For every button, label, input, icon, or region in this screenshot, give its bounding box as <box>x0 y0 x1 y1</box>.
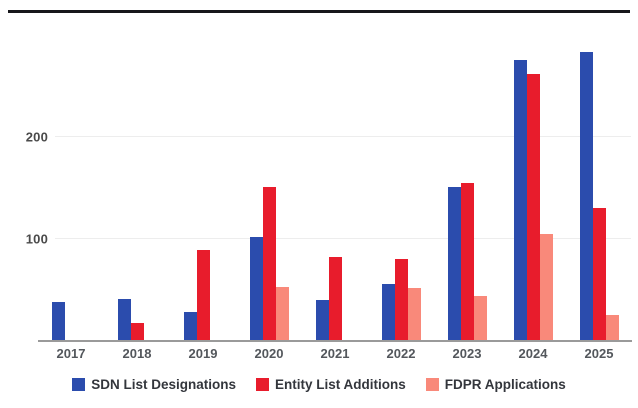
x-tick-label: 2017 <box>56 346 86 361</box>
legend-label: Entity List Additions <box>275 377 406 392</box>
y-axis-labels: 100 200 <box>8 36 48 340</box>
bar-group-2020 <box>236 36 302 340</box>
bar <box>117 299 131 340</box>
bar <box>51 301 65 340</box>
x-axis-labels: 2017 2018 2019 2020 2021 2022 2023 2024 2025 <box>38 346 632 361</box>
x-tick-label: 2021 <box>320 346 350 361</box>
x-tick-label: 2020 <box>254 346 284 361</box>
bar <box>275 287 289 340</box>
bar-group-2022 <box>368 36 434 340</box>
legend-item: SDN List Designations <box>72 377 236 392</box>
bar <box>407 288 421 340</box>
bar-group-2017 <box>38 36 104 340</box>
bar <box>394 258 408 340</box>
bar <box>526 73 540 340</box>
bar <box>579 52 593 340</box>
bar <box>381 284 395 340</box>
x-axis-line <box>38 340 632 342</box>
legend-swatch-icon <box>256 378 269 391</box>
legend-item: FDPR Applications <box>425 377 566 392</box>
bar-group-2019 <box>170 36 236 340</box>
plot-area <box>38 36 632 342</box>
bar <box>592 208 606 340</box>
bar <box>328 256 342 340</box>
bar-group-2023 <box>434 36 500 340</box>
bar-group-2024 <box>500 36 566 340</box>
x-tick-label: 2025 <box>584 346 614 361</box>
x-tick-label: 2019 <box>188 346 218 361</box>
bar <box>539 233 553 340</box>
bar <box>196 249 210 340</box>
legend-swatch-icon <box>425 378 439 391</box>
bar <box>605 314 619 340</box>
gridline-100 <box>55 237 631 239</box>
x-tick-label: 2022 <box>386 346 416 361</box>
bar <box>447 187 461 340</box>
x-tick-label: 2023 <box>452 346 482 361</box>
bar-group-2018 <box>104 36 170 340</box>
legend: SDN List Designations Entity List Additio… <box>0 377 638 392</box>
y-tick-label: 200 <box>25 129 48 145</box>
bar-group-2025 <box>566 36 632 340</box>
legend-item: Entity List Additions <box>256 377 406 392</box>
bar <box>262 187 276 340</box>
top-divider-rule <box>8 10 630 13</box>
legend-label: FDPR Applications <box>444 377 566 392</box>
bar <box>183 311 197 340</box>
bar <box>473 296 487 340</box>
bar <box>130 322 144 340</box>
bar <box>460 182 474 340</box>
bar <box>249 236 263 340</box>
legend-swatch-icon <box>72 378 86 391</box>
legend-label: SDN List Designations <box>91 377 236 392</box>
bar <box>315 300 329 340</box>
bar-group-2021 <box>302 36 368 340</box>
gridline-200 <box>55 136 631 138</box>
bar <box>513 60 527 340</box>
x-tick-label: 2024 <box>518 346 548 361</box>
x-tick-label: 2018 <box>122 346 152 361</box>
y-tick-label: 100 <box>25 231 48 247</box>
